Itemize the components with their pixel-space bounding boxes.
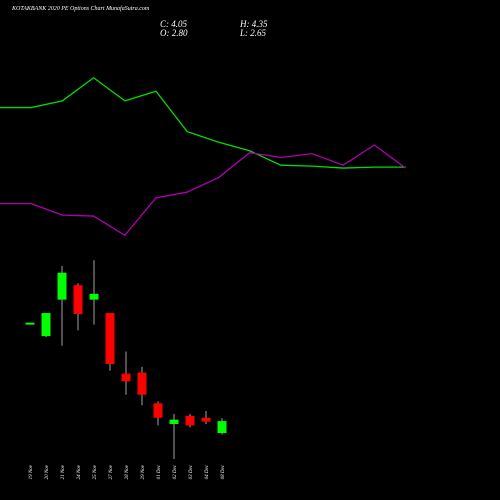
candle-body <box>169 419 179 424</box>
high-label: H: 4.35 <box>239 19 268 29</box>
x-tick-label: 28 Nov <box>125 464 130 479</box>
x-tick-label: 29 Nov <box>141 464 146 479</box>
x-tick-label: 25 Nov <box>93 464 98 479</box>
x-tick-label: 04 Dec <box>205 464 210 479</box>
candle-body <box>153 403 163 418</box>
candle-body <box>73 285 83 315</box>
open-label: O: 2.80 <box>160 28 188 38</box>
x-tick-label: 19 Nov <box>29 464 34 479</box>
x-tick-label: 21 Nov <box>61 464 66 479</box>
low-label: L: 2.65 <box>239 28 267 38</box>
candle-body <box>57 272 67 300</box>
x-tick-label: 08 Dec <box>221 464 226 479</box>
x-tick-label: 27 Nov <box>109 464 114 479</box>
chart-title: KOTAKBANK 2020 PE Options Chart MunafaSu… <box>11 5 150 12</box>
x-tick-label: 24 Nov <box>77 464 82 479</box>
line <box>0 76 406 169</box>
candle-body <box>41 313 51 337</box>
candle-body <box>217 421 227 434</box>
candle-body <box>121 373 131 382</box>
x-tick-label: 20 Nov <box>45 464 50 479</box>
candle-body <box>185 415 195 426</box>
x-tick-label: 02 Dec <box>173 464 178 479</box>
candle-body <box>201 417 211 422</box>
x-tick-label: 01 Dec <box>157 464 162 479</box>
candle-body <box>25 322 35 325</box>
line <box>0 144 406 237</box>
close-label: C: 4.05 <box>160 19 188 29</box>
candle-body <box>105 313 115 364</box>
candle-body <box>89 293 99 300</box>
x-tick-label: 03 Dec <box>189 464 194 479</box>
candle-body <box>137 372 147 395</box>
